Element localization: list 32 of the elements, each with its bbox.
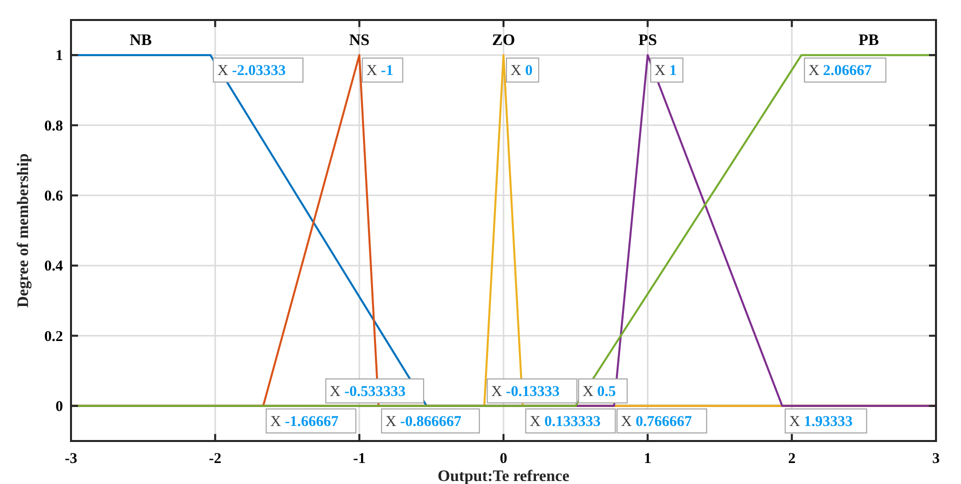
annotation: X -1.66667	[270, 414, 340, 430]
series-label: PS	[638, 32, 658, 49]
x-tick-label: -1	[353, 451, 366, 467]
series-label: PB	[858, 32, 880, 49]
annotation: X -0.866667	[386, 414, 462, 430]
x-tick-label: 2	[788, 451, 796, 467]
annotation: X -0.13333	[491, 384, 560, 400]
annotation: X 0.766667	[621, 414, 692, 430]
x-tick-label: -3	[64, 451, 78, 467]
y-tick-label: 1	[56, 48, 63, 64]
y-tick-label: 0.2	[44, 328, 63, 345]
y-tick-label: 0.4	[44, 258, 64, 275]
series-label: NB	[130, 32, 152, 49]
x-tick-label: -2	[208, 451, 222, 467]
y-tick-label: 0.8	[44, 118, 63, 134]
annotation: X 0.5	[582, 384, 616, 400]
y-axis-title: Degree of membership	[15, 153, 32, 308]
x-tick-label: 3	[932, 451, 940, 467]
x-tick-label: 0	[500, 451, 508, 467]
annotation: X 0.133333	[530, 414, 601, 430]
annotation: X -0.533333	[330, 384, 406, 400]
y-tick-label: 0.6	[44, 188, 64, 204]
series-label: ZO	[492, 32, 516, 49]
annotation: X -2.03333	[217, 63, 286, 80]
annotation: X -1	[366, 63, 394, 80]
series-label: NS	[349, 32, 370, 49]
x-tick-label: 1	[644, 451, 652, 467]
annotation: X 0	[510, 63, 533, 80]
annotation: X 1	[654, 63, 677, 80]
annotation: X 2.06667	[808, 63, 872, 80]
y-tick-label: 0	[56, 398, 63, 415]
annotation: X 1.93333	[789, 414, 853, 430]
